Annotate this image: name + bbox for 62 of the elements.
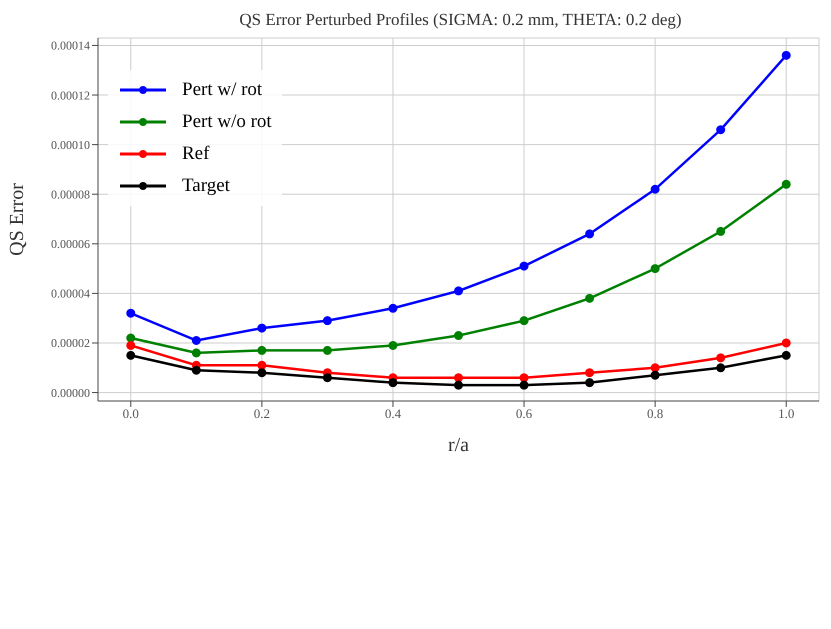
point <box>257 324 266 333</box>
point <box>322 316 332 326</box>
point <box>126 334 136 343</box>
y-tick-label: 0.00012 <box>51 88 90 102</box>
point <box>454 380 463 390</box>
point <box>126 340 136 350</box>
point <box>650 264 660 274</box>
x-tick-label: 0.4 <box>384 406 402 422</box>
point <box>126 308 136 318</box>
x-tick-label: 0.8 <box>647 406 664 422</box>
point <box>520 262 529 271</box>
y-tick-label: 0.00000 <box>51 386 90 400</box>
point <box>388 378 398 388</box>
point <box>257 346 266 355</box>
chart-title: QS Error Perturbed Profiles (SIGMA: 0.2 mm, THETA: 0.2 deg) <box>238 9 683 31</box>
point <box>192 336 201 345</box>
legend-label: Target <box>182 175 230 197</box>
y-tick-label: 0.00008 <box>51 187 90 202</box>
legend-label: Pert w/o rot <box>182 111 272 133</box>
point <box>192 366 201 375</box>
legend-label: Ref <box>182 143 210 165</box>
x-tick-label: 1.0 <box>778 406 794 422</box>
x-tick-label: 0.6 <box>516 406 533 422</box>
point <box>192 348 201 358</box>
point <box>782 50 791 60</box>
point <box>388 304 398 313</box>
point <box>257 368 266 378</box>
point <box>585 378 594 388</box>
y-tick-label: 0.00004 <box>51 286 90 301</box>
point <box>585 229 594 238</box>
y-tick-label: 0.00002 <box>51 336 90 350</box>
point <box>520 373 529 382</box>
point <box>650 370 660 380</box>
point <box>782 338 791 348</box>
point <box>716 125 726 134</box>
point <box>650 184 660 194</box>
y-axis-title: QS Error <box>6 182 28 256</box>
point <box>520 316 529 326</box>
y-tick-label: 0.00010 <box>51 138 90 152</box>
point <box>716 226 726 236</box>
point <box>454 286 463 296</box>
legend-label: Pert w/ rot <box>182 79 262 101</box>
point <box>585 294 594 303</box>
point <box>650 363 660 372</box>
point <box>257 360 266 370</box>
point <box>322 346 332 355</box>
point <box>716 353 726 362</box>
point <box>126 350 136 360</box>
point <box>388 340 398 350</box>
y-tick-label: 0.00014 <box>51 38 90 53</box>
point <box>322 373 332 382</box>
y-tick-label: 0.00006 <box>51 237 90 252</box>
point <box>454 373 463 382</box>
x-tick-label: 0.2 <box>254 406 270 422</box>
point <box>716 363 726 372</box>
point <box>782 180 791 189</box>
x-tick-label: 0.0 <box>122 406 139 422</box>
point <box>782 350 791 360</box>
point <box>520 380 529 390</box>
point <box>585 368 594 378</box>
x-axis-title: r/a <box>448 434 470 456</box>
point <box>454 331 463 340</box>
